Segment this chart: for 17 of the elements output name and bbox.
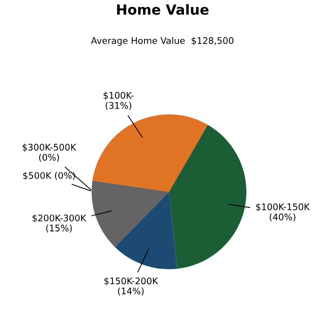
slice-label: $200K-300K <box>32 214 86 223</box>
category-label: $500K (0%) <box>23 172 75 180</box>
data-label: (14%) <box>118 287 144 296</box>
data-label: (31%) <box>106 102 132 110</box>
chart-title: Home Value <box>117 4 208 15</box>
chart-subtitle: Average Home Value $128,500 <box>91 37 234 46</box>
text: (0%) <box>39 154 59 162</box>
slice-label: $100K-150K <box>256 203 310 212</box>
slice-label: $100K- <box>104 92 134 100</box>
pie-slice <box>169 124 246 269</box>
pie-slice <box>92 114 208 192</box>
data-label: (40%) <box>270 213 296 222</box>
pie-slice <box>92 180 169 248</box>
data-label: (15%) <box>46 224 72 233</box>
pie-slice <box>114 192 178 270</box>
category-label: $300K-500K <box>22 144 76 152</box>
slice-label: $150K-200K <box>104 277 158 286</box>
